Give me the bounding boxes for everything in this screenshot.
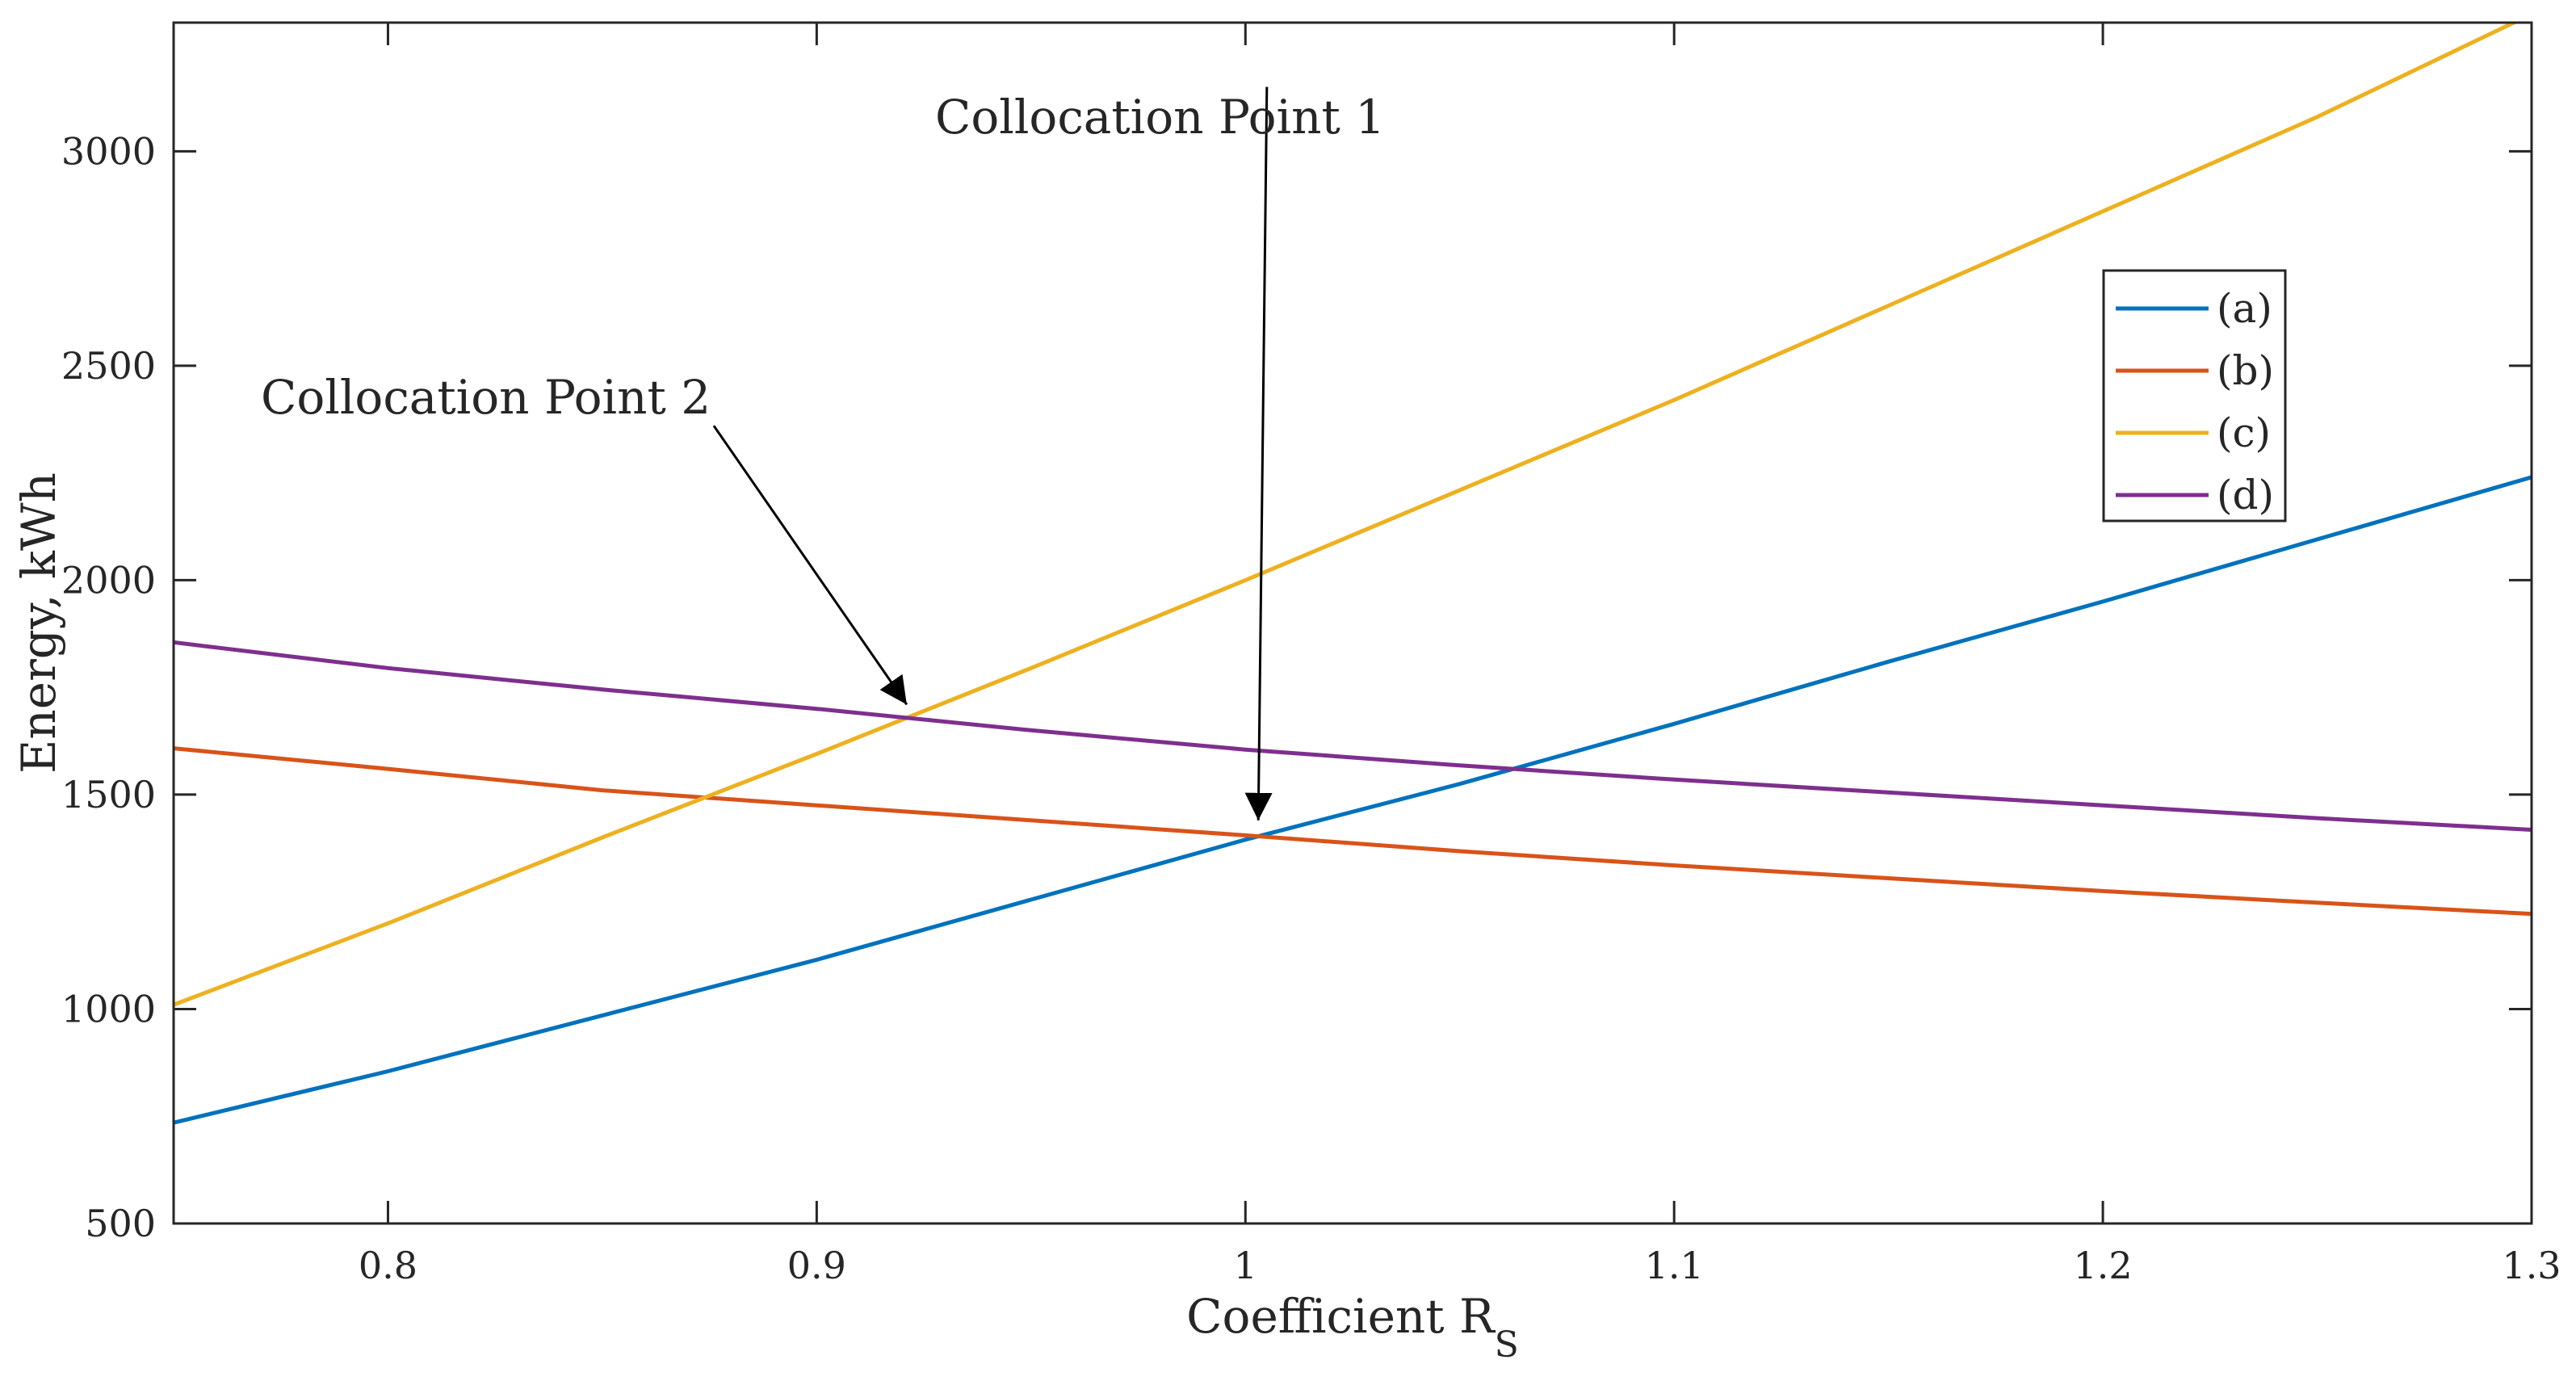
y-tick-label: 2500 (61, 344, 156, 388)
x-tick-label: 1.2 (2074, 1244, 2133, 1287)
y-tick-label: 1000 (61, 987, 156, 1030)
annotation-label-2: Collocation Point 2 (261, 370, 711, 425)
annotation-arrow-1 (1244, 86, 1273, 821)
x-axis-label-subscript: S (1495, 1324, 1519, 1366)
series-layer (174, 23, 2532, 1125)
plot-frame (172, 21, 2533, 1225)
x-axis-label-main: Coefficient R (1186, 1289, 1496, 1344)
x-tick-label: 1.3 (2502, 1244, 2561, 1287)
legend-box (2102, 269, 2287, 523)
series-line-2 (174, 746, 2532, 917)
legend: (a) (b) (c) (d) (2102, 269, 2287, 523)
y-tick-label: 2000 (61, 558, 156, 602)
legend-label-4: (d) (2217, 472, 2274, 518)
series-line-1 (174, 475, 2532, 1125)
annotation-arrow-2 (712, 425, 908, 706)
series-line-3 (174, 23, 2519, 1007)
ticks-layer: 0.8 0.9 1 1.1 1.2 1.3 500 1000 1500 2000 2500 3000 (61, 23, 2561, 1287)
y-tick-label: 3000 (61, 129, 156, 173)
legend-label-1: (a) (2217, 285, 2272, 332)
series-line-4 (174, 640, 2532, 832)
annotation-label-1: Collocation Point 1 (935, 90, 1385, 145)
y-axis-label: Energy, kWh (11, 472, 66, 774)
legend-label-3: (c) (2217, 409, 2271, 456)
annotation-layer: Collocation Point 1 Collocation Point 2 (261, 86, 1385, 821)
x-tick-label: 0.9 (787, 1244, 846, 1287)
x-axis-label: Coefficient RS (1186, 1289, 1519, 1366)
x-tick-label: 1 (1234, 1244, 1257, 1287)
legend-label-2: (b) (2217, 347, 2274, 394)
x-tick-label: 0.8 (359, 1244, 417, 1287)
y-tick-label: 1500 (61, 773, 156, 816)
y-tick-label: 500 (85, 1202, 156, 1245)
x-tick-label: 1.1 (1645, 1244, 1704, 1287)
